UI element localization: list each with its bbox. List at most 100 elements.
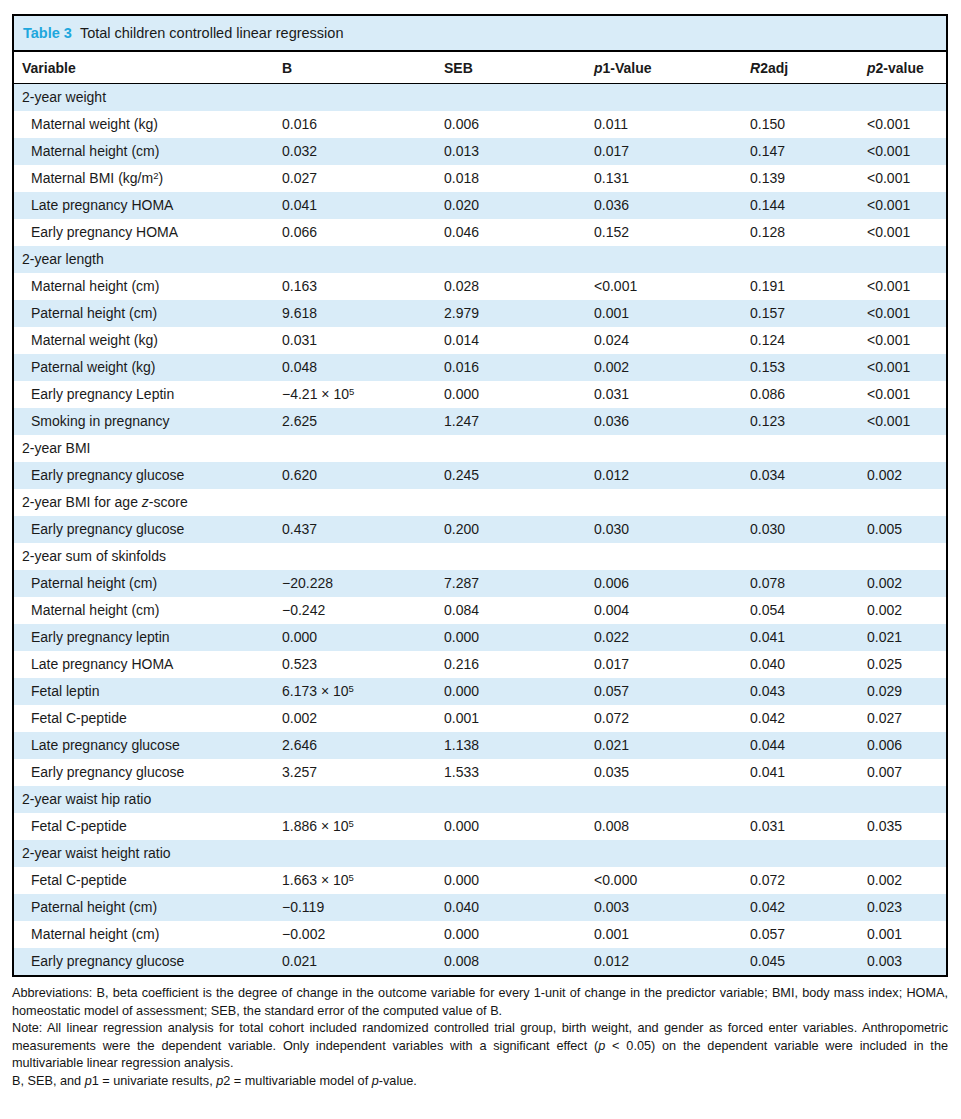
cell-p2: <0.001 xyxy=(867,138,946,165)
table-row: Paternal height (cm)−20.2287.2870.0060.0… xyxy=(14,570,946,597)
cell-p2: <0.001 xyxy=(867,327,946,354)
col-header-p1: p1-Value xyxy=(594,52,750,84)
cell-p1: 0.021 xyxy=(594,732,750,759)
table-row: Paternal weight (kg)0.0480.0160.0020.153… xyxy=(14,354,946,381)
table-body: 2-year weightMaternal weight (kg)0.0160.… xyxy=(14,84,946,976)
cell-r2adj: 0.157 xyxy=(750,300,867,327)
cell-p2: <0.001 xyxy=(867,111,946,138)
cell-seb: 0.013 xyxy=(444,138,594,165)
cell-p1: 0.012 xyxy=(594,462,750,489)
cell-p2: 0.035 xyxy=(867,813,946,840)
cell-seb: 1.247 xyxy=(444,408,594,435)
cell-p2: <0.001 xyxy=(867,408,946,435)
cell-p1: 0.030 xyxy=(594,516,750,543)
table-row: Maternal height (cm)0.0320.0130.0170.147… xyxy=(14,138,946,165)
footnote-abbreviations: Abbreviations: B, beta coefficient is th… xyxy=(12,985,948,1020)
cell-p1: 0.152 xyxy=(594,219,750,246)
cell-variable: Early pregnancy Leptin xyxy=(14,381,282,408)
cell-p1: 0.017 xyxy=(594,651,750,678)
cell-r2adj: 0.041 xyxy=(750,759,867,786)
cell-p2: <0.001 xyxy=(867,219,946,246)
table-row: Maternal height (cm)−0.2420.0840.0040.05… xyxy=(14,597,946,624)
cell-b: 0.163 xyxy=(282,273,444,300)
cell-b: 2.625 xyxy=(282,408,444,435)
table-row: Early pregnancy glucose0.6200.2450.0120.… xyxy=(14,462,946,489)
cell-seb: 0.000 xyxy=(444,381,594,408)
cell-b: 0.620 xyxy=(282,462,444,489)
cell-p2: 0.027 xyxy=(867,705,946,732)
cell-p2: <0.001 xyxy=(867,381,946,408)
cell-r2adj: 0.150 xyxy=(750,111,867,138)
table-row: Maternal BMI (kg/m2)0.0270.0180.1310.139… xyxy=(14,165,946,192)
cell-seb: 0.000 xyxy=(444,921,594,948)
cell-b: 0.021 xyxy=(282,948,444,975)
cell-b: 0.032 xyxy=(282,138,444,165)
cell-r2adj: 0.139 xyxy=(750,165,867,192)
cell-variable: Early pregnancy glucose xyxy=(14,516,282,543)
cell-p1: 0.057 xyxy=(594,678,750,705)
cell-r2adj: 0.086 xyxy=(750,381,867,408)
table-row: Paternal height (cm)9.6182.9790.0010.157… xyxy=(14,300,946,327)
cell-seb: 0.040 xyxy=(444,894,594,921)
cell-r2adj: 0.072 xyxy=(750,867,867,894)
cell-r2adj: 0.042 xyxy=(750,705,867,732)
section-row: 2-year waist height ratio xyxy=(14,840,946,867)
cell-b: 9.618 xyxy=(282,300,444,327)
cell-b: 2.646 xyxy=(282,732,444,759)
cell-variable: Smoking in pregnancy xyxy=(14,408,282,435)
cell-p2: 0.021 xyxy=(867,624,946,651)
cell-seb: 1.533 xyxy=(444,759,594,786)
cell-seb: 0.000 xyxy=(444,867,594,894)
cell-r2adj: 0.128 xyxy=(750,219,867,246)
cell-variable: Paternal weight (kg) xyxy=(14,354,282,381)
cell-variable: Maternal height (cm) xyxy=(14,138,282,165)
cell-p2: 0.002 xyxy=(867,462,946,489)
table-row: Maternal weight (kg)0.0310.0140.0240.124… xyxy=(14,327,946,354)
cell-b: 0.027 xyxy=(282,165,444,192)
cell-p1: 0.017 xyxy=(594,138,750,165)
table-row: Early pregnancy glucose3.2571.5330.0350.… xyxy=(14,759,946,786)
cell-b: −4.21 × 105 xyxy=(282,381,444,408)
table-row: Paternal height (cm)−0.1190.0400.0030.04… xyxy=(14,894,946,921)
cell-p1: 0.024 xyxy=(594,327,750,354)
cell-r2adj: 0.043 xyxy=(750,678,867,705)
cell-p1: 0.001 xyxy=(594,921,750,948)
cell-variable: Early pregnancy glucose xyxy=(14,759,282,786)
table-row: Late pregnancy HOMA0.5230.2160.0170.0400… xyxy=(14,651,946,678)
cell-p2: 0.007 xyxy=(867,759,946,786)
cell-p1: 0.012 xyxy=(594,948,750,975)
table-row: Maternal height (cm)−0.0020.0000.0010.05… xyxy=(14,921,946,948)
cell-variable: Maternal height (cm) xyxy=(14,597,282,624)
section-row: 2-year BMI for age z-score xyxy=(14,489,946,516)
cell-b: −0.242 xyxy=(282,597,444,624)
cell-b: 1.663 × 105 xyxy=(282,867,444,894)
cell-seb: 1.138 xyxy=(444,732,594,759)
cell-seb: 0.084 xyxy=(444,597,594,624)
cell-b: 0.002 xyxy=(282,705,444,732)
table-title-text: Total children controlled linear regress… xyxy=(80,25,344,41)
cell-p1: <0.000 xyxy=(594,867,750,894)
cell-r2adj: 0.044 xyxy=(750,732,867,759)
cell-p2: 0.029 xyxy=(867,678,946,705)
cell-seb: 0.000 xyxy=(444,813,594,840)
cell-r2adj: 0.124 xyxy=(750,327,867,354)
section-label: 2-year BMI xyxy=(14,435,946,462)
cell-p2: 0.003 xyxy=(867,948,946,975)
table-row: Fetal C-peptide1.663 × 1050.000<0.0000.0… xyxy=(14,867,946,894)
cell-p1: 0.131 xyxy=(594,165,750,192)
regression-table: Variable B SEB p1-Value R2adj p2-value 2… xyxy=(14,52,946,975)
cell-variable: Late pregnancy glucose xyxy=(14,732,282,759)
cell-variable: Paternal height (cm) xyxy=(14,894,282,921)
cell-r2adj: 0.123 xyxy=(750,408,867,435)
cell-p2: 0.002 xyxy=(867,597,946,624)
cell-p2: 0.002 xyxy=(867,570,946,597)
cell-p2: 0.023 xyxy=(867,894,946,921)
cell-variable: Maternal weight (kg) xyxy=(14,111,282,138)
cell-p2: <0.001 xyxy=(867,273,946,300)
table-row: Early pregnancy Leptin−4.21 × 1050.000 0.… xyxy=(14,381,946,408)
cell-b: 0.048 xyxy=(282,354,444,381)
cell-p1: 0.004 xyxy=(594,597,750,624)
cell-seb: 0.200 xyxy=(444,516,594,543)
col-header-b: B xyxy=(282,52,444,84)
cell-p1: 0.036 xyxy=(594,408,750,435)
